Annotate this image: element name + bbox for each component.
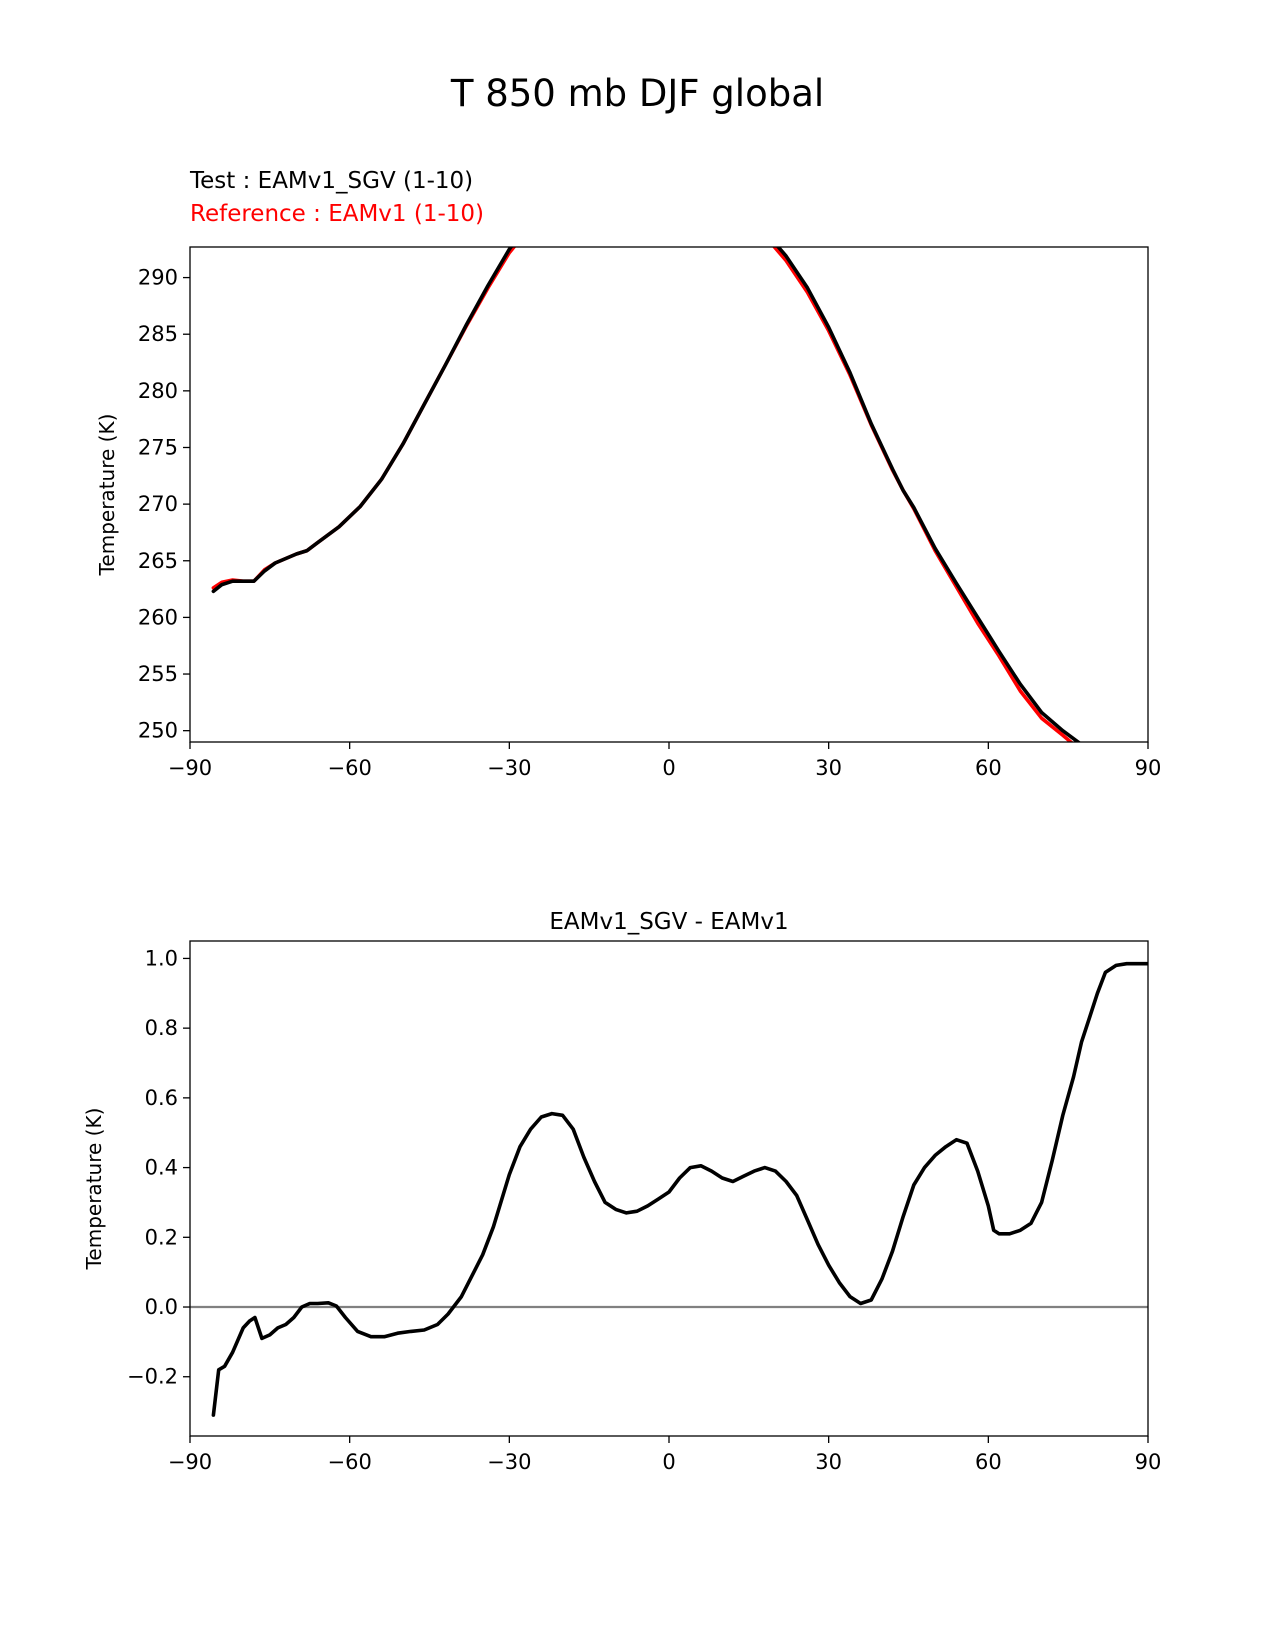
- chart-1-y-tick-label: 260: [138, 605, 178, 629]
- chart-1-reference-label: Reference : EAMv1 (1-10): [190, 201, 484, 227]
- chart-2-y-tick-label: 0.0: [145, 1295, 178, 1319]
- chart-2-series-line-1: [211, 961, 1148, 1417]
- chart-2-x-tick-label: 60: [975, 1450, 1002, 1474]
- chart-2-y-tick-label: 0.2: [145, 1225, 178, 1249]
- chart-1-y-axis-label: Temperature (K): [95, 414, 119, 577]
- chart-1-x-tick-label: 30: [815, 756, 842, 780]
- chart-2-x-tick-label: 90: [1135, 1450, 1162, 1474]
- chart-1-series-line-1: [211, 247, 1074, 742]
- chart-1-y-tick-label: 265: [138, 549, 178, 573]
- chart-1-series-line-2: [211, 247, 1082, 742]
- chart-1-x-tick-label: 0: [662, 756, 675, 780]
- chart-2-y-tick-label: −0.2: [127, 1365, 178, 1389]
- chart-2-y-tick-label: 1.0: [145, 946, 178, 970]
- chart-2-x-tick-label: 30: [815, 1450, 842, 1474]
- chart-2-axes-frame: [189, 940, 1149, 1437]
- chart-2-x-tick-label: −90: [168, 1450, 212, 1474]
- chart-2-x-tick-label: −30: [487, 1450, 531, 1474]
- chart-1-y-tick-label: 275: [138, 435, 178, 459]
- chart-1-y-tick-label: 290: [138, 266, 178, 290]
- chart-2-title: EAMv1_SGV - EAMv1: [549, 909, 788, 935]
- chart-1-x-tick-label: 90: [1135, 756, 1162, 780]
- chart-2-x-tick-label: 0: [662, 1450, 675, 1474]
- chart-1-y-tick-label: 250: [138, 719, 178, 743]
- chart-1-test-label: Test : EAMv1_SGV (1-10): [189, 168, 473, 194]
- chart-1-y-tick-label: 270: [138, 492, 178, 516]
- chart-2-y-tick-label: 0.8: [145, 1016, 178, 1040]
- chart-1-x-tick-label: −60: [328, 756, 372, 780]
- chart-2-y-tick-label: 0.6: [145, 1086, 178, 1110]
- chart-2-y-tick-label: 0.4: [145, 1156, 178, 1180]
- chart-2-y-axis-label: Temperature (K): [82, 1108, 106, 1271]
- chart-1-y-tick-label: 255: [138, 662, 178, 686]
- chart-1-y-tick-label: 280: [138, 379, 178, 403]
- chart-1-x-tick-label: 60: [975, 756, 1002, 780]
- chart-1-y-tick-label: 285: [138, 322, 178, 346]
- chart-1-x-tick-label: −30: [487, 756, 531, 780]
- chart-2-x-tick-label: −60: [328, 1450, 372, 1474]
- chart-1-x-tick-label: −90: [168, 756, 212, 780]
- figure-title: T 850 mb DJF global: [450, 72, 825, 115]
